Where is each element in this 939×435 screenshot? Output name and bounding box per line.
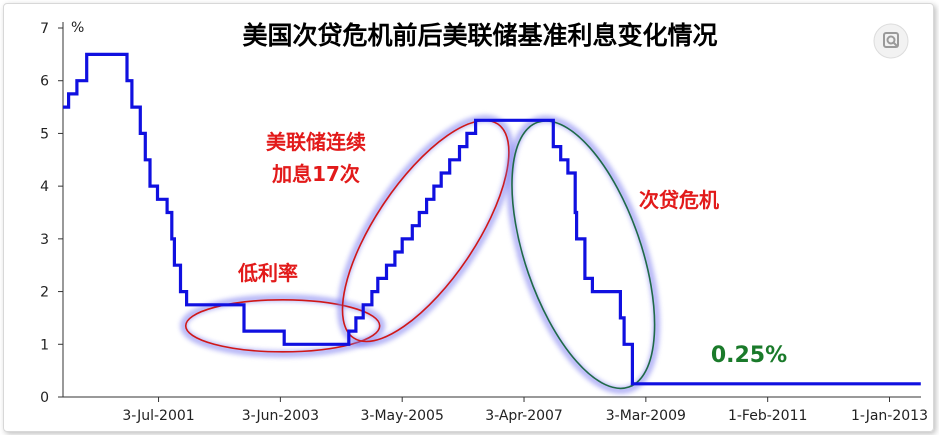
axes: [62, 22, 921, 398]
ellipse-rate-hikes: [337, 115, 515, 347]
chart-title: 美国次贷危机前后美联储基准利息变化情况: [242, 21, 717, 50]
x-tick-label: 3-May-2005: [361, 408, 444, 424]
ellipse-halo: [180, 294, 386, 358]
series-line: [63, 52, 921, 386]
ellipse-outline: [184, 299, 381, 353]
x-tick-labels: 3-Jul-2001 3-Jun-2003 3-May-2005 3-Apr-2007…: [122, 397, 928, 424]
annotation-rate-hikes-line2: 加息17次: [271, 162, 360, 186]
y-tick-label: 7: [40, 21, 49, 37]
y-tick-label: 0: [40, 390, 49, 406]
x-tick-label: 3-Jul-2001: [122, 408, 194, 424]
y-tick-label: 1: [40, 337, 49, 353]
series-layer: [63, 52, 921, 386]
x-tick-label: 3-Apr-2007: [485, 408, 563, 424]
ellipse-low-rate: [180, 294, 386, 358]
y-tick-label: 3: [40, 232, 49, 248]
x-tick-label: 1-Feb-2011: [728, 408, 807, 424]
ellipse-outline: [511, 120, 656, 390]
y-tick-labels: 0 1 2 3 4 5 6 7: [40, 21, 63, 406]
annotation-low-rate: 低利率: [237, 261, 298, 285]
y-tick-label: 2: [40, 285, 49, 301]
x-tick-label: 3-Jun-2003: [242, 408, 319, 424]
annotation-rate-hikes-line1: 美联储连续: [266, 130, 366, 154]
lens-search-icon[interactable]: [873, 23, 909, 59]
annotation-ellipses: [180, 115, 660, 394]
y-tick-label: 4: [40, 179, 49, 195]
ellipse-outline: [341, 119, 510, 343]
y-tick-label: 5: [40, 126, 49, 142]
annotation-subprime-crisis: 次贷危机: [639, 188, 719, 212]
ellipse-halo: [337, 115, 515, 347]
y-tick-label: 6: [40, 74, 49, 90]
annotation-rate-025: 0.25%: [711, 343, 787, 368]
y-axis-unit-label: %: [71, 20, 84, 36]
x-tick-label: 3-Mar-2009: [606, 408, 686, 424]
x-tick-label: 1-Jan-2013: [851, 408, 928, 424]
